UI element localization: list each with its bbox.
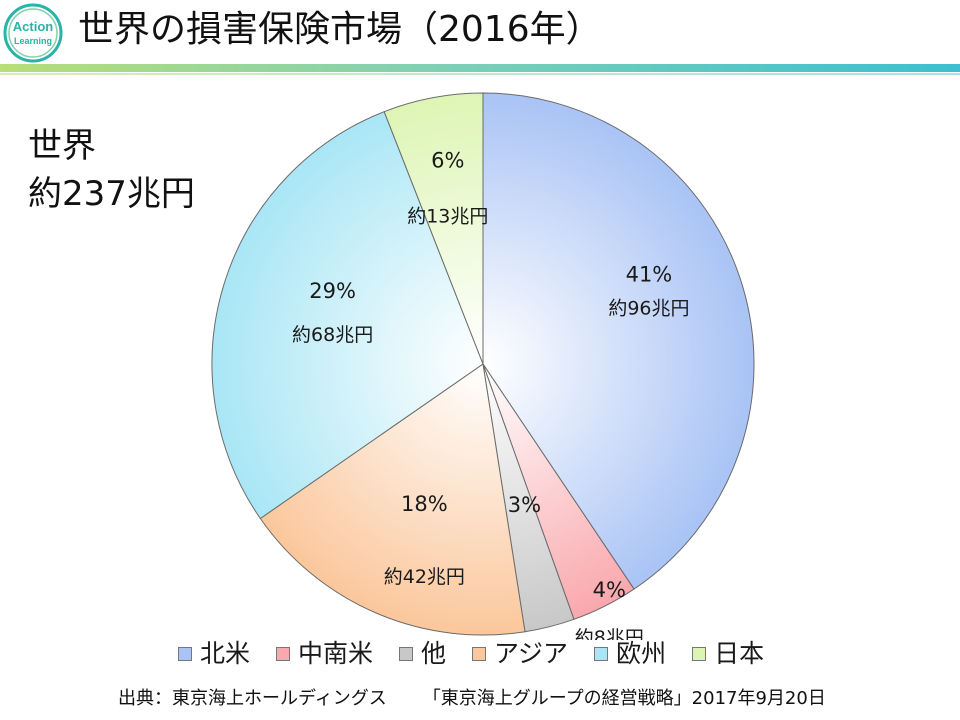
- source-citation: 出典：東京海上ホールディングス 「東京海上グループの経営戦略」2017年9月20日: [118, 686, 826, 712]
- pie-slice-japan: [383, 92, 484, 365]
- legend-item-europe: 欧州: [594, 636, 666, 672]
- legend-label: 他: [421, 639, 447, 668]
- pie-labels: 41% 約96兆円 4% 約8兆円 3% 18% 約42兆円 29% 約68兆円 6% 約13兆円: [292, 149, 689, 640]
- pie-percent-label-other: 3%: [508, 493, 541, 517]
- legend-item-latin-america: 中南米: [276, 636, 373, 672]
- legend-item-japan: 日本: [692, 636, 764, 672]
- logo-text-action: Action: [13, 19, 54, 34]
- world-total-title: 世界: [28, 126, 96, 166]
- pie-slice-north-america: [482, 92, 755, 590]
- legend-item-other: 他: [399, 636, 446, 672]
- source-prefix: 出典：東京海上ホールディングス: [118, 688, 387, 709]
- legend-label: 日本: [714, 639, 765, 668]
- legend-swatch: [276, 647, 291, 661]
- legend-label: 欧州: [616, 639, 667, 668]
- legend-item-asia: アジア: [472, 636, 568, 672]
- pie-amount-label-europe: 約68兆円: [292, 324, 373, 346]
- action-learning-logo: Action Learning: [3, 3, 63, 63]
- pie-percent-label-north-america: 41%: [626, 262, 673, 286]
- pie-chart: 41% 約96兆円 4% 約8兆円 3% 18% 約42兆円 29% 約68兆円 6% 約13兆円: [211, 92, 755, 640]
- logo-text-learning: Learning: [14, 36, 52, 46]
- pie-slice-europe: [211, 111, 484, 520]
- chart-legend: 北米 中南米 他 アジア 欧州 日本: [178, 636, 790, 672]
- title-underline-line: [0, 73, 960, 75]
- title-underline-bar: [0, 64, 960, 72]
- legend-swatch: [472, 647, 487, 661]
- legend-label: 北米: [200, 639, 251, 668]
- pie-percent-label-europe: 29%: [309, 279, 356, 303]
- pie-percent-label-latin-america: 4%: [593, 578, 626, 602]
- legend-swatch: [692, 647, 707, 661]
- pie-slices: [211, 92, 755, 636]
- pie-amount-label-japan: 約13兆円: [407, 206, 488, 228]
- legend-swatch: [594, 647, 609, 661]
- legend-swatch: [399, 647, 414, 661]
- world-total-value: 約237兆円: [28, 174, 195, 214]
- pie-percent-label-asia: 18%: [401, 492, 448, 516]
- page-title: 世界の損害保険市場（2016年）: [78, 9, 602, 50]
- pie-percent-label-japan: 6%: [431, 149, 464, 173]
- source-document: 「東京海上グループの経営戦略」2017年9月20日: [422, 688, 826, 709]
- pie-amount-label-latin-america: 約8兆円: [575, 627, 644, 640]
- legend-label: アジア: [494, 639, 569, 668]
- legend-swatch: [178, 647, 192, 661]
- pie-slice-asia: [259, 363, 526, 636]
- legend-item-north-america: 北米: [178, 636, 250, 672]
- world-total-label: 世界 約237兆円: [28, 122, 195, 218]
- legend-label: 中南米: [298, 639, 374, 668]
- pie-amount-label-north-america: 約96兆円: [608, 297, 689, 319]
- pie-amount-label-asia: 約42兆円: [384, 566, 465, 588]
